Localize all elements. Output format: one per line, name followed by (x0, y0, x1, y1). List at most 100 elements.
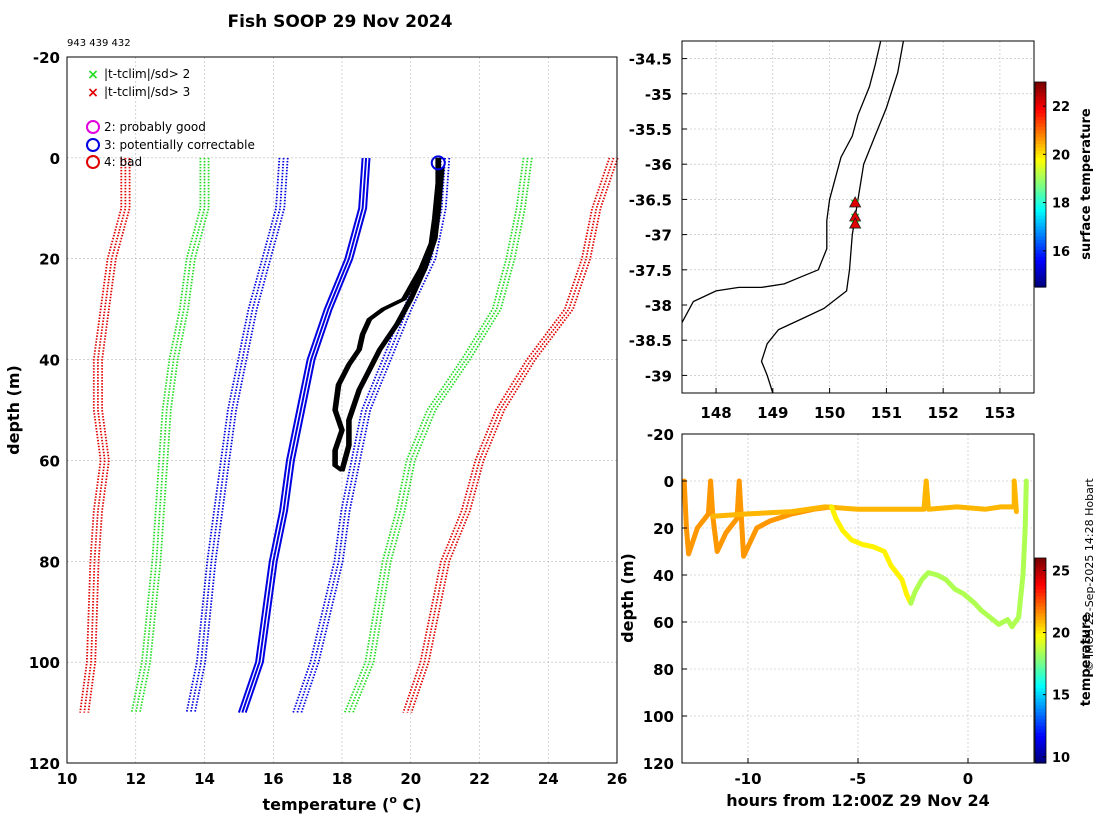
colorbar-segment (1035, 146, 1046, 151)
map-chart: ××× 148 149 150 151 152 153 -34.5 -35 -35.5 -36 -3… (629, 40, 1094, 422)
colorbar-segment (1035, 578, 1046, 583)
colorbar-segment (1035, 575, 1046, 580)
timeseries-y-tick-label: 80 (653, 661, 674, 679)
colorbar-tick-label: 18 (1052, 197, 1070, 212)
profile-axes-frame (66, 56, 618, 764)
colorbar-segment (1035, 585, 1046, 590)
timeseries-x-tick-label: 0 (963, 770, 973, 788)
colorbar-segment (1035, 99, 1046, 104)
colorbar-segment (1035, 129, 1046, 134)
colorbar-segment (1035, 88, 1046, 93)
map-ticks: 148 149 150 151 152 153 -34.5 -35 -35.5 -36 -36.5 -… (629, 51, 1016, 422)
colorbar-segment (1035, 242, 1046, 247)
colorbar-segment (1035, 643, 1046, 648)
timeseries-trace (681, 478, 835, 559)
colorbar-segment (1035, 157, 1046, 162)
colorbar-segment (1035, 194, 1046, 199)
colorbar-segment (1035, 592, 1046, 597)
legend-qc2-marker (86, 120, 100, 134)
colorbar-segment (1035, 629, 1046, 634)
colorbar-segment (1035, 749, 1046, 754)
map-y-tick-label: -36.5 (629, 191, 672, 209)
series-line-clim-3sd (79, 157, 123, 713)
series-line-clim-1sd (300, 157, 451, 713)
map-y-tick-label: -34.5 (629, 51, 672, 69)
profile-y-tick-label: 0 (50, 150, 60, 168)
map-y-tick-label: -38 (645, 297, 672, 315)
colorbar-segment (1035, 687, 1046, 692)
colorbar-segment (1035, 201, 1046, 206)
colorbar-segment (1035, 715, 1046, 720)
colorbar-tick-label: 10 (1052, 751, 1070, 766)
series-line-clim-3sd (402, 157, 611, 713)
colorbar-segment (1035, 283, 1046, 288)
colorbar-segment (1035, 232, 1046, 237)
colorbar-segment (1035, 273, 1046, 278)
qc-marker (430, 155, 446, 171)
timeseries-x-tick-label: -10 (734, 770, 761, 788)
colorbar-segment (1035, 167, 1046, 172)
colorbar-segment (1035, 752, 1046, 757)
colorbar-segment (1035, 112, 1046, 117)
colorbar-segment (1035, 263, 1046, 268)
map-x-tick-label: 150 (814, 404, 845, 422)
colorbar-segment (1035, 211, 1046, 216)
colorbar-segment (1035, 208, 1046, 213)
colorbar-segment (1035, 599, 1046, 603)
map-y-tick-label: -35.5 (629, 121, 672, 139)
shelf-edge-contour (760, 40, 905, 394)
map-stations: ××× (848, 196, 862, 233)
colorbar-segment (1035, 561, 1046, 566)
colorbar-segment (1035, 177, 1046, 182)
colorbar-segment (1035, 218, 1046, 223)
colorbar-segment (1035, 728, 1046, 733)
series-line-clim-3sd (406, 157, 615, 713)
figure-title: Fish SOOP 29 Nov 2024 (228, 12, 453, 32)
colorbar-tick-label: 20 (1052, 627, 1070, 642)
colorbar-segment (1035, 581, 1046, 586)
colorbar-segment (1035, 636, 1046, 641)
colorbar-segment (1035, 170, 1046, 175)
colorbar-segment (1035, 228, 1046, 233)
profile-chart: 10 12 14 16 18 20 22 24 26 -20 0 20 40 60 80 100 120 dep… (4, 49, 627, 814)
series-line-clim-2sd (352, 157, 533, 713)
series-line-clim-1sd (194, 157, 289, 713)
map-x-tick-label: 149 (757, 404, 788, 422)
colorbar-segment (1035, 92, 1046, 97)
colorbar-segment (1035, 126, 1046, 131)
series-line-clim-3sd (83, 157, 127, 713)
profile-y-tick-label: 120 (29, 755, 60, 773)
colorbar-tick-label: 25 (1052, 564, 1070, 579)
colorbar-segment (1035, 701, 1046, 706)
profile-y-tick-label: 80 (39, 553, 60, 571)
colorbar-segment (1035, 164, 1046, 168)
colorbar-segment (1035, 252, 1046, 257)
colorbar-segment (1035, 140, 1046, 145)
timeseries-colorbar: 10 15 20 25 (1034, 557, 1070, 766)
timeseries-y-tick-label: 100 (643, 708, 674, 726)
colorbar-segment (1035, 646, 1046, 651)
map-x-tick-label: 153 (984, 404, 1015, 422)
legend-qc3-marker (86, 138, 100, 152)
colorbar-segment (1035, 745, 1046, 750)
colorbar-segment (1035, 674, 1046, 679)
map-x-tick-label: 151 (871, 404, 902, 422)
colorbar-segment (1035, 246, 1046, 250)
colorbar-frame (1034, 557, 1047, 764)
profile-x-tick-label: 26 (607, 770, 628, 788)
colorbar-segment (1035, 136, 1046, 141)
map-colorbar: 16 18 20 22 (1034, 81, 1070, 288)
profile-ticks: 10 12 14 16 18 20 22 24 26 -20 0 20 40 60 80 100 120 (29, 49, 628, 788)
colorbar-segment (1035, 276, 1046, 281)
colorbar-segment (1035, 588, 1046, 593)
series-line-clim-1sd (292, 157, 442, 713)
colorbar-segment (1035, 143, 1046, 148)
colorbar-segment (1035, 667, 1046, 672)
colorbar-segment (1035, 622, 1046, 627)
colorbar-segment (1035, 256, 1046, 261)
colorbar-segment (1035, 711, 1046, 716)
legend-qc4-marker (86, 155, 100, 169)
colorbar-segment (1035, 670, 1046, 675)
series-line-observed (334, 157, 443, 472)
timeseries-y-tick-label: 60 (653, 614, 674, 632)
